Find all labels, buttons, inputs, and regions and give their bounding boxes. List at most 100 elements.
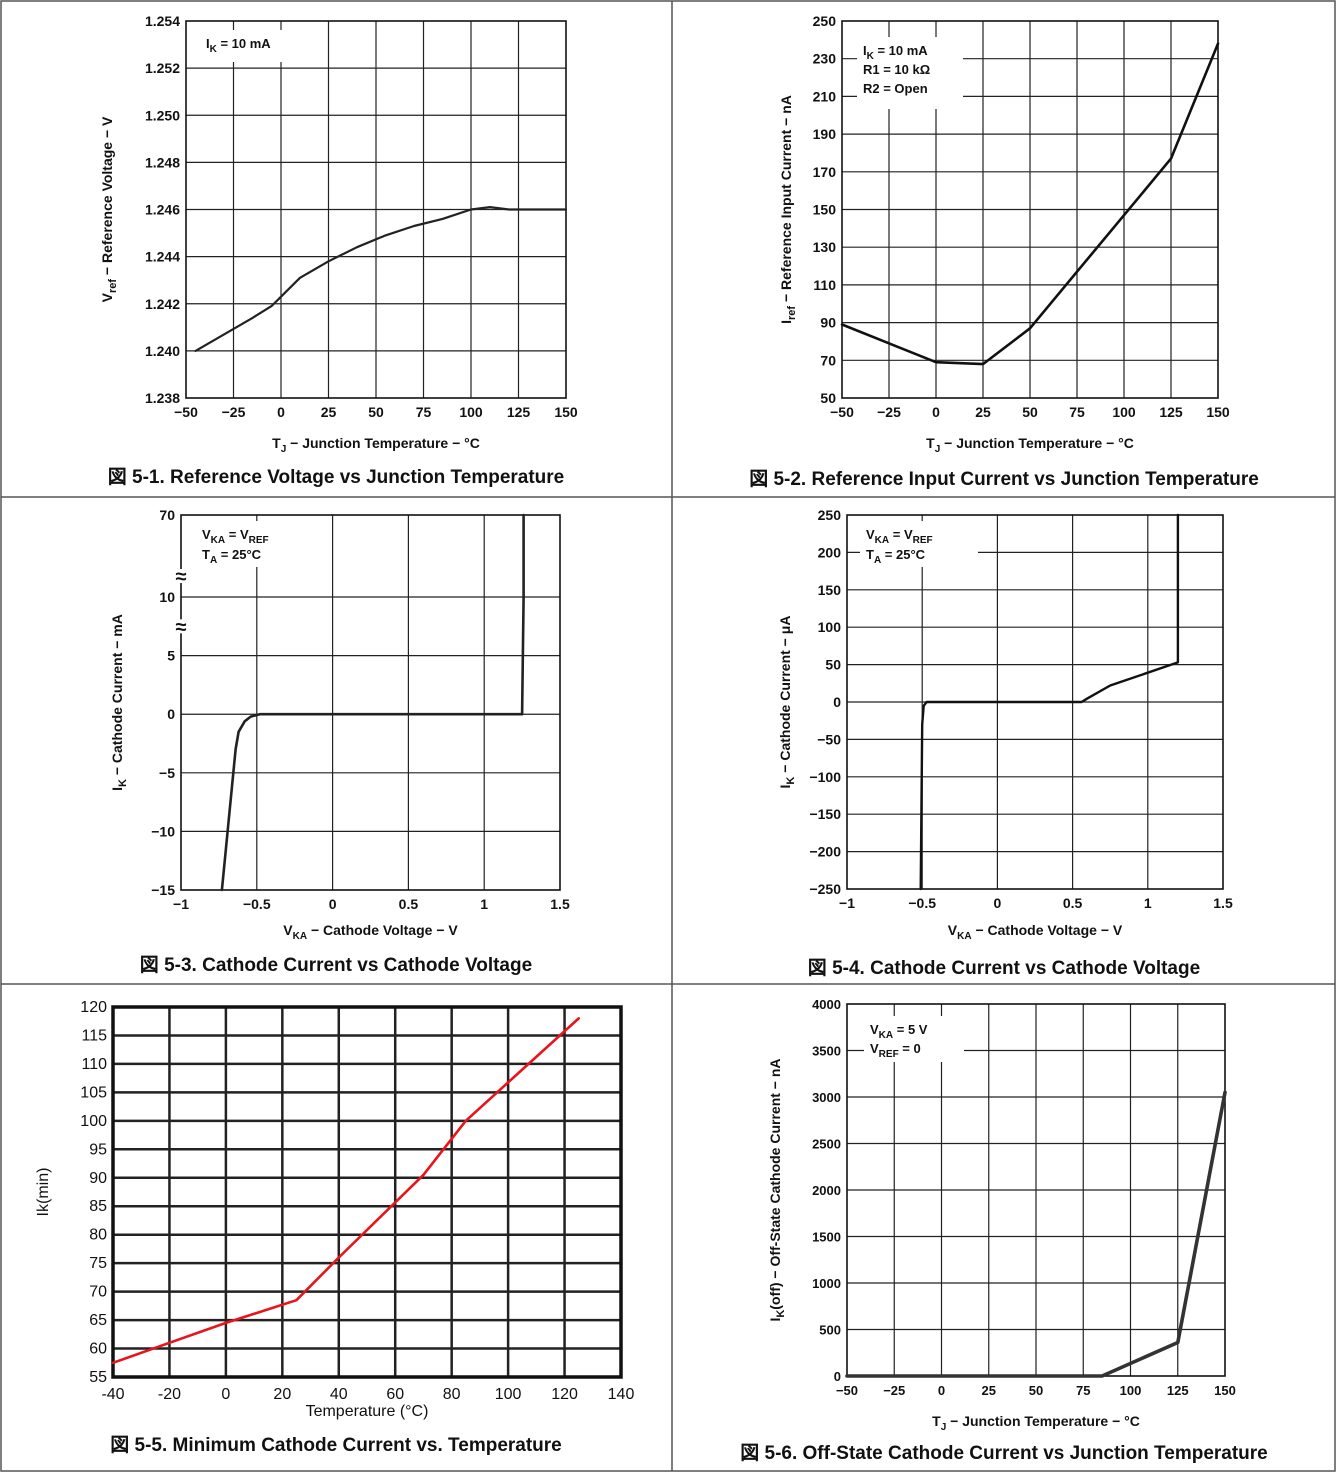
x-tick-label: 150 (1206, 404, 1230, 420)
y-tick-label: 130 (813, 239, 837, 255)
annotation-text: R1 = 10 kΩ (863, 62, 930, 77)
x-tick-label: 125 (507, 404, 531, 420)
ticks-layer: −1 −0.5 0 0.5 1 1.5 −15 −10 −5 0 5 10 70 ≈ ≈ (151, 507, 570, 912)
y-tick-label: 2500 (812, 1137, 841, 1152)
x-tick-label: −50 (174, 404, 198, 420)
x-tick-label: 25 (975, 404, 991, 420)
axis-break-mask (173, 619, 189, 634)
y-tick-label: 115 (81, 1027, 107, 1044)
y-tick-label: −150 (809, 806, 841, 822)
annotation-text: VKA​ = 5 V (870, 1022, 928, 1041)
y-axis-label: Vref​ − Reference Voltage − V (99, 116, 119, 302)
y-tick-label: 1000 (812, 1276, 841, 1291)
y-tick-label: 250 (818, 507, 842, 523)
x-tick-label: −25 (877, 404, 901, 420)
y-axis-label: Ik(min) (35, 1168, 52, 1217)
x-tick-label: 25 (321, 404, 337, 420)
labels-layer: VKA​ − Cathode Voltage − V IK​ − Cathode … (777, 616, 1123, 942)
annot-layer: IK​ = 10 mA (200, 30, 310, 62)
y-tick-label: 50 (825, 657, 841, 673)
ticks-layer: −50 −25 0 25 50 75 100 125 150 50 70 90 110 130 150 170… (813, 13, 1230, 420)
y-tick-label: 190 (813, 126, 837, 142)
y-tick-label: 250 (813, 13, 837, 29)
y-axis-label: Iref​ − Reference Input Current − nA (778, 95, 798, 324)
x-axis-label: VKA​ − Cathode Voltage − V (283, 922, 458, 942)
y-tick-label: 150 (818, 582, 842, 598)
x-tick-label: 1 (480, 896, 488, 912)
x-tick-label: 0 (329, 896, 337, 912)
x-tick-label: 100 (1112, 404, 1136, 420)
annotation-text: VREF​ = 0 (870, 1041, 921, 1060)
x-tick-label: 125 (1159, 404, 1183, 420)
y-tick-label: 4000 (812, 997, 841, 1012)
annotation-box (200, 30, 310, 62)
y-tick-label: 90 (89, 1170, 107, 1187)
annot-layer: VKA​ = VREF​TA​ = 25°C (196, 521, 302, 567)
grid-layer (185, 20, 567, 399)
x-tick-label: 0 (277, 404, 285, 420)
y-tick-label: 55 (89, 1369, 107, 1386)
y-tick-label: 70 (159, 507, 175, 523)
y-tick-label: −250 (809, 881, 841, 897)
annot-layer: VKA​ = VREF​TA​ = 25°C (860, 521, 978, 567)
caption-fig5-6: 図 5-6. Off-State Cathode Current vs Junc… (740, 1443, 1268, 1464)
y-tick-label: 60 (89, 1341, 107, 1358)
axis-break-mask (173, 569, 189, 584)
chart-fig5-6: −50 −25 0 25 50 75 100 125 150050010001500200025… (767, 997, 1236, 1433)
plot-frame (846, 514, 1224, 890)
x-tick-label: 40 (330, 1386, 348, 1403)
caption-fig5-5: 図 5-5. Minimum Cathode Current vs. Tempe… (110, 1435, 562, 1456)
y-tick-label: 0 (167, 706, 175, 722)
labels-layer: VKA​ − Cathode Voltage − V IK​ − Cathode … (109, 614, 458, 942)
x-tick-label: 1.5 (550, 896, 570, 912)
y-tick-label: 1.238 (145, 390, 180, 406)
y-tick-label: 95 (89, 1141, 107, 1158)
series-layer (919, 513, 1180, 891)
y-tick-label: 1.248 (145, 154, 180, 170)
caption-fig5-3: 図 5-3. Cathode Current vs Cathode Voltag… (139, 955, 533, 976)
plot-frame (180, 514, 561, 891)
x-tick-label: 100 (495, 1386, 522, 1403)
chart-fig5-4: −1 −0.5 0 0.5 1 1.5 −250 −200 −150 −100 −50 0 50 100 1… (777, 507, 1233, 942)
y-tick-label: 100 (80, 1113, 107, 1130)
y-tick-label: 110 (81, 1056, 107, 1073)
annotation-text: TA​ = 25°C (866, 547, 926, 566)
labels-layer: TJ​ − Junction Temperature − °C Vref​ − R… (99, 116, 480, 455)
x-tick-label: 50 (368, 404, 384, 420)
y-tick-label: 1.250 (145, 107, 180, 123)
x-tick-label: −0.5 (908, 895, 936, 911)
y-tick-label: −50 (817, 731, 841, 747)
series-layer (220, 513, 525, 892)
annotation-box (864, 1016, 964, 1062)
y-tick-label: 100 (818, 619, 842, 635)
x-tick-label: −50 (836, 1383, 858, 1398)
y-tick-label: 3500 (812, 1044, 841, 1059)
caption-fig5-1: 図 5-1. Reference Voltage vs Junction Tem… (107, 467, 565, 488)
x-tick-label: −50 (830, 404, 854, 420)
y-tick-label: 500 (819, 1323, 841, 1338)
y-tick-label: 2000 (812, 1183, 841, 1198)
x-tick-label: 75 (416, 404, 432, 420)
y-tick-label: 3000 (812, 1090, 841, 1105)
x-tick-label: 50 (1029, 1383, 1043, 1398)
annotation-text: R2 = Open (863, 81, 928, 96)
y-tick-label: 1.240 (145, 343, 180, 359)
x-tick-label: −25 (883, 1383, 905, 1398)
series-line (845, 1090, 1227, 1378)
x-axis-label: VKA​ − Cathode Voltage − V (948, 922, 1123, 942)
x-tick-label: 100 (1120, 1383, 1142, 1398)
ticks-layer: −50 −25 0 25 50 75 100 125 150 1.238 1.240 1.242 1.2… (145, 13, 578, 420)
ticks-layer: −50 −25 0 25 50 75 100 125 150050010001500200025… (812, 997, 1236, 1398)
ticks-layer: -40 -20 0 20 40 60 80 100 120 140 55 60 65 70 75 80 85 90… (80, 999, 634, 1403)
series-line (840, 42, 1220, 366)
x-tick-label: 140 (608, 1386, 635, 1403)
y-tick-label: 1.246 (145, 202, 180, 218)
x-tick-label: -20 (158, 1386, 181, 1403)
y-tick-label: 70 (89, 1284, 107, 1301)
grid-layer (180, 514, 561, 891)
x-tick-label: 150 (554, 404, 578, 420)
series-layer (840, 42, 1220, 366)
